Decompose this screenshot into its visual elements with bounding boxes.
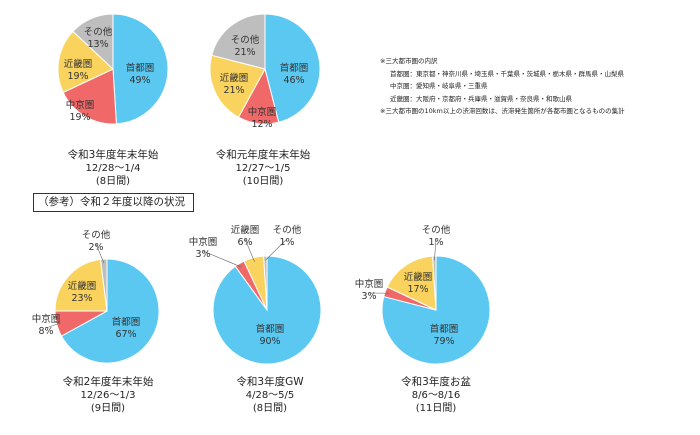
leader-line: [45, 322, 61, 329]
leader-line: [95, 243, 105, 264]
slice-name-label: 中京圏: [189, 236, 218, 248]
leader-line: [265, 238, 288, 261]
slice-name-label: 近畿圏: [404, 271, 433, 283]
slice-value-label: 17%: [407, 284, 428, 295]
pie-slice-other: [211, 13, 266, 70]
slice-name-label: 首都圏: [126, 62, 155, 74]
chart-period: 12/26〜1/3: [80, 390, 136, 401]
leader-line: [202, 250, 242, 268]
chart-period: 4/28〜5/5: [245, 390, 295, 401]
slice-value-label: 8%: [38, 326, 53, 337]
slice-name-label: 近畿圏: [64, 58, 93, 70]
slice-value-label: 3%: [195, 249, 210, 260]
slice-name-label: 首都圏: [112, 316, 141, 328]
slice-value-label: 19%: [69, 112, 90, 123]
slice-name-label: 中京圏: [248, 106, 277, 118]
reference-heading: （参考）令和２年度以降の状況: [33, 193, 194, 212]
pie-slice-other: [432, 255, 437, 311]
slice-name-label: 近畿圏: [231, 224, 260, 236]
notes-footnote: ※三大都市圏の10km以上の渋滞回数は、渋滞発生箇所が各都市圏となるものの集計: [380, 107, 625, 116]
pie-slice-kinki: [57, 30, 114, 94]
chart-days: (9日間): [90, 403, 126, 414]
chart-days: (11日間): [415, 403, 457, 414]
chart-title: 令和3年度お盆: [401, 376, 471, 388]
slice-name-label: 近畿圏: [68, 280, 97, 292]
chart-days: (8日間): [252, 403, 288, 414]
caption-chart-5: 令和3年度お盆 8/6〜8/16 (11日間): [381, 376, 491, 415]
pie-slice-shutoken: [264, 13, 321, 123]
chart-days: (10日間): [242, 176, 284, 187]
slice-name-label: 中京圏: [32, 313, 61, 325]
slice-value-label: 1%: [279, 237, 294, 248]
pie-slice-other: [72, 13, 114, 71]
pie-slice-shutoken: [112, 13, 169, 125]
caption-chart-4: 令和3年度GW 4/28〜5/5 (8日間): [215, 376, 325, 415]
chart-title: 令和元年度年末年始: [215, 149, 311, 161]
leader-line: [434, 238, 437, 261]
slice-value-label: 21%: [234, 47, 255, 58]
slice-value-label: 90%: [259, 336, 280, 347]
chart-period: 12/27〜1/5: [235, 163, 291, 174]
pie-slice-other: [99, 258, 108, 312]
slice-value-label: 2%: [88, 242, 103, 253]
slice-value-label: 1%: [428, 237, 443, 248]
note-shutoken: 首都圏：東京都・神奈川県・埼玉県・千葉県・茨城県・栃木県・群馬県・山梨県: [390, 69, 624, 78]
chart-period: 8/6〜8/16: [411, 390, 461, 401]
chart-days: (8日間): [95, 176, 131, 187]
slice-value-label: 21%: [223, 85, 244, 96]
note-kinki: 近畿圏：大阪府・京都府・兵庫県・滋賀県・奈良県・和歌山県: [390, 94, 572, 103]
slice-name-label: その他: [82, 229, 111, 241]
chart-period: 12/28〜1/4: [85, 163, 141, 174]
pie-slice-kinki: [54, 258, 108, 312]
caption-chart-2: 令和元年度年末年始 12/27〜1/5 (10日間): [208, 149, 318, 188]
slice-name-label: 首都圏: [256, 323, 285, 335]
leader-line: [244, 238, 255, 263]
chart-title: 令和2年度年末年始: [62, 376, 154, 388]
chart-title: 令和3年度年末年始: [67, 149, 159, 161]
note-chukyo: 中京圏：愛知県・岐阜県・三重県: [390, 82, 488, 91]
chart-title: 令和3年度GW: [236, 376, 304, 388]
slice-value-label: 23%: [71, 293, 92, 304]
slice-value-label: 79%: [433, 336, 454, 347]
slice-name-label: その他: [231, 34, 260, 46]
notes-title: ※三大都市圏の内訳: [380, 57, 438, 65]
caption-chart-3: 令和2年度年末年始 12/26〜1/3 (9日間): [53, 376, 163, 415]
pie-slice-kinki: [209, 54, 266, 118]
slice-value-label: 12%: [251, 119, 272, 130]
pie-slice-chukyo: [62, 68, 117, 125]
slice-value-label: 49%: [129, 75, 150, 86]
slice-name-label: その他: [273, 224, 302, 236]
slice-name-label: 中京圏: [66, 99, 95, 111]
pie-slice-kinki: [386, 255, 437, 311]
slice-name-label: 首都圏: [430, 323, 459, 335]
slice-name-label: 首都圏: [280, 62, 309, 74]
pie-slice-shutoken: [60, 258, 160, 364]
slice-value-label: 46%: [283, 75, 304, 86]
slice-value-label: 3%: [361, 291, 376, 302]
caption-chart-1: 令和3年度年末年始 12/28〜1/4 (8日間): [58, 149, 168, 188]
slice-name-label: 中京圏: [355, 278, 384, 290]
slice-name-label: 近畿圏: [220, 72, 249, 84]
slice-name-label: その他: [422, 224, 451, 236]
slice-value-label: 13%: [87, 39, 108, 50]
slice-value-label: 6%: [237, 237, 252, 248]
slice-value-label: 67%: [115, 329, 136, 340]
pie-slice-other: [263, 255, 268, 311]
slice-name-label: その他: [84, 26, 113, 38]
slice-value-label: 19%: [67, 71, 88, 82]
notes-block: ※三大都市圏の内訳 首都圏：東京都・神奈川県・埼玉県・千葉県・茨城県・栃木県・群…: [380, 55, 625, 118]
